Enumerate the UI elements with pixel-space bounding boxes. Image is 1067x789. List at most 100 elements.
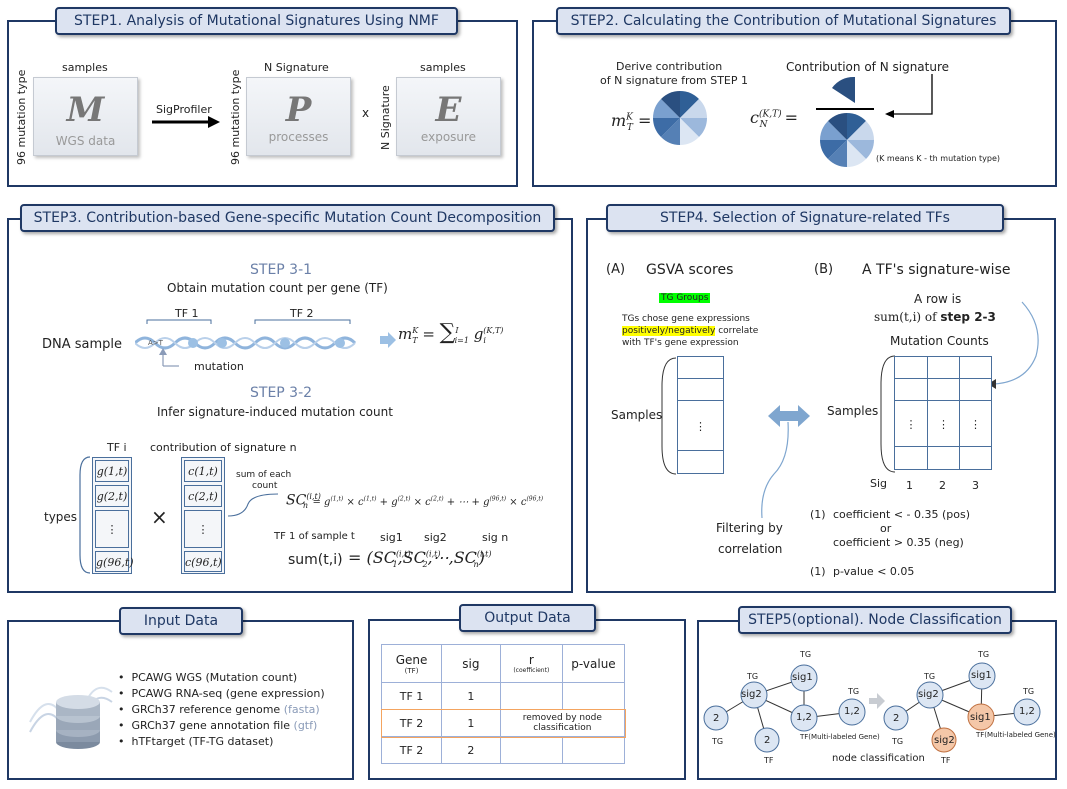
eq-c: c xyxy=(750,108,759,127)
r-tg-sig1: TG xyxy=(978,650,990,659)
r-tg-sig2: TG xyxy=(924,672,936,681)
sigprofiler-arrow xyxy=(152,116,220,128)
tg-groups-label: TG Groups xyxy=(659,293,711,303)
tf1-label: TF 1 xyxy=(175,307,199,320)
filter-line xyxy=(761,421,789,519)
matrix-m: M WGS data xyxy=(33,77,138,156)
samples-label-m: samples xyxy=(62,61,108,74)
mc-dots-2: ⋮ xyxy=(938,418,949,431)
tg-desc-2: positively/negatively correlate xyxy=(622,326,758,336)
r-tf-multi: TF(Multi-labeled Gene) xyxy=(976,731,1056,739)
tf2-label: TF 2 xyxy=(290,307,314,320)
input-title: Input Data xyxy=(119,607,243,635)
cond1-or: or xyxy=(880,522,892,535)
double-arrow xyxy=(768,405,810,427)
matrix-p-letter: P xyxy=(285,90,312,130)
filtering-line1: Filtering by xyxy=(716,521,783,535)
r-sig2-node: sig2 xyxy=(918,689,939,700)
row-is-step: step 2-3 xyxy=(940,310,996,324)
times-label: x xyxy=(362,106,370,120)
input-item-4: • GRCh37 gene annotation file (gtf) xyxy=(118,719,318,732)
mc-dots-1: ⋮ xyxy=(905,418,917,431)
b-title: A TF's signature-wise xyxy=(862,262,1011,278)
header-r: r (coefficient) xyxy=(499,644,563,683)
mutation-type-label-p: 96 mutation type xyxy=(229,69,242,165)
c-cell-1: c(1,t) xyxy=(184,460,222,482)
sum-each-line1: sum of each xyxy=(236,470,292,480)
header-sig: sig xyxy=(441,644,501,683)
sum-eq-m: m xyxy=(398,325,413,343)
cond1-b: coefficient > 0.35 (neg) xyxy=(833,536,964,549)
matrix-m-letter: M xyxy=(66,90,105,130)
eq-m-sub: T xyxy=(626,123,633,134)
contribution-n-label: contribution of signature n xyxy=(150,441,297,454)
input-item-1: • PCAWG WGS (Mutation count) xyxy=(118,671,298,684)
n-signature-top-label: N Signature xyxy=(264,61,329,74)
contribution-label: Contribution of N signature xyxy=(786,60,950,74)
sum-brace xyxy=(227,493,279,517)
eq-m: m xyxy=(611,111,627,130)
database-icon xyxy=(29,686,113,749)
samples-b-label: Samples xyxy=(827,404,879,418)
r-tg-12: TG xyxy=(1023,687,1035,696)
col-3-label: 3 xyxy=(972,479,979,492)
matrix-e-letter: E xyxy=(435,90,462,130)
matrix-p-sub: processes xyxy=(268,130,329,144)
row-is-line1: A row is xyxy=(914,292,962,306)
mutation-label: mutation xyxy=(194,360,244,373)
l-tg-2: TG xyxy=(712,737,724,746)
input-item-5: • hTFtarget (TF-TG dataset) xyxy=(118,735,274,748)
matrix-m-sub: WGS data xyxy=(55,134,116,148)
step1-title: STEP1. Analysis of Mutational Signatures… xyxy=(55,7,458,35)
l-2b-node: 2 xyxy=(764,735,771,746)
dna-strand xyxy=(135,319,357,367)
derive-line2: of N signature from STEP 1 xyxy=(600,74,749,87)
sign-label: sig n xyxy=(482,531,509,544)
l-sig2-node: sig2 xyxy=(741,689,762,700)
sum-equation: = (SC(i,t)1,SC(i,t)2,⋯,SC(i,t)n) xyxy=(348,548,492,570)
gsva-row-last xyxy=(677,450,724,474)
step3-2-title: STEP 3-2 xyxy=(250,385,313,401)
l-sig1-node: sig1 xyxy=(792,672,813,683)
step3-1-desc: Obtain mutation count per gene (TF) xyxy=(167,281,388,295)
input-item-3: • GRCh37 reference genome (fasta) xyxy=(118,703,320,716)
samples-label-e: samples xyxy=(420,61,466,74)
tf1-sample-label: TF 1 of sample t xyxy=(274,531,355,542)
mutation-counts-label: Mutation Counts xyxy=(890,334,989,348)
cond2-num: (1) xyxy=(810,565,826,578)
sig-axis-label: Sig xyxy=(870,477,888,490)
tg-desc-3: with TF's gene expression xyxy=(622,338,739,348)
filtering-line2: correlation xyxy=(718,542,783,556)
eq-equals-1: = xyxy=(638,111,652,130)
sigprofiler-label: SigProfiler xyxy=(156,103,212,116)
types-brace xyxy=(79,456,91,574)
cond1-num: (1) xyxy=(810,508,826,521)
gsva-brace xyxy=(661,357,677,475)
l-tg-sig1: TG xyxy=(800,650,812,659)
r-2-node: 2 xyxy=(893,713,900,724)
row-is-line2: sum(t,i) of step 2-3 xyxy=(874,310,996,324)
sum-label: sum(t,i) xyxy=(288,552,343,568)
g-cell-dots: ⋮ xyxy=(95,510,129,548)
step3-1-title: STEP 3-1 xyxy=(250,262,313,278)
step3-title: STEP3. Contribution-based Gene-specific … xyxy=(20,204,555,232)
l-12b-node: 1,2 xyxy=(844,706,860,717)
dna-sample-label: DNA sample xyxy=(42,337,123,352)
cond2: p-value < 0.05 xyxy=(833,565,915,578)
gsva-row-1 xyxy=(677,356,724,379)
gsva-row-2 xyxy=(677,378,724,401)
c-cell-2: c(2,t) xyxy=(184,485,222,507)
fraction-bar xyxy=(816,108,874,110)
g-cell-2: g(2,t) xyxy=(95,485,129,507)
r-sig1-orange: sig1 xyxy=(970,712,991,723)
cond1-a: coefficient < - 0.35 (pos) xyxy=(833,508,971,521)
pie-left xyxy=(653,91,707,145)
tg-desc-2-highlight: positively/negatively xyxy=(622,326,716,336)
output-table: Gene (TF) sig r (coefficient) p-value TF 1… xyxy=(380,644,626,764)
row-is-sum: sum(t,i) of xyxy=(874,310,941,324)
k-note: (K means K - th mutation type) xyxy=(876,154,1001,163)
b-label: (B) xyxy=(814,262,834,277)
output-row-1: TF 1 1 xyxy=(380,682,626,710)
matrix-e: E exposure xyxy=(396,77,501,156)
mc-dots-3: ⋮ xyxy=(970,418,981,431)
